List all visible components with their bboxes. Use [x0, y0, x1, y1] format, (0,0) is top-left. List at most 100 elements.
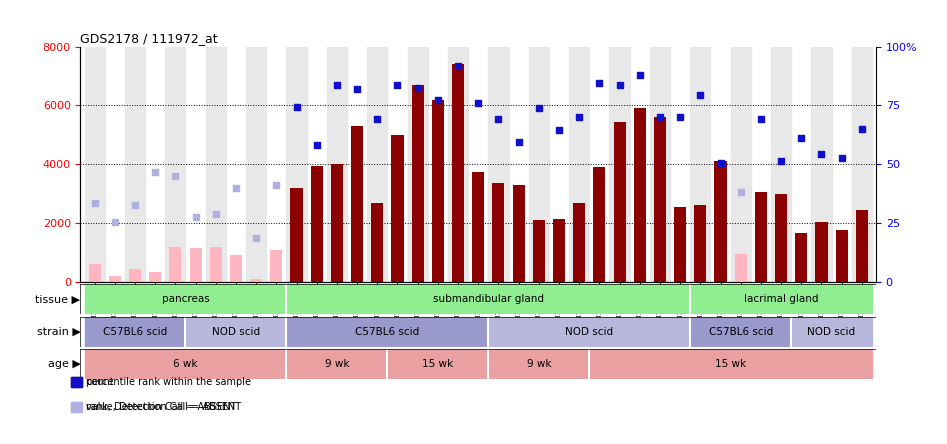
- Bar: [452, 64, 464, 282]
- Bar: [371, 202, 384, 282]
- Bar: [589, 349, 872, 379]
- Bar: [351, 126, 363, 282]
- Text: 6 wk: 6 wk: [173, 359, 198, 369]
- Point: [289, 103, 304, 111]
- Text: strain ▶: strain ▶: [37, 327, 80, 337]
- Text: C57BL6 scid: C57BL6 scid: [103, 327, 167, 337]
- Bar: [690, 47, 710, 282]
- Text: count: count: [86, 377, 114, 387]
- Bar: [270, 250, 282, 282]
- Bar: [553, 219, 565, 282]
- Bar: [230, 255, 242, 282]
- Bar: [291, 188, 303, 282]
- Point: [269, 181, 284, 188]
- Bar: [473, 172, 484, 282]
- Bar: [84, 284, 286, 314]
- Text: age ▶: age ▶: [47, 359, 80, 369]
- Bar: [594, 167, 605, 282]
- Point: [128, 202, 143, 209]
- Text: 15 wk: 15 wk: [422, 359, 454, 369]
- Text: value, Detection Call = ABSENT: value, Detection Call = ABSENT: [86, 402, 241, 412]
- Bar: [84, 317, 186, 347]
- Text: 15 wk: 15 wk: [715, 359, 746, 369]
- Bar: [327, 47, 347, 282]
- Bar: [205, 47, 226, 282]
- Text: GDS2178 / 111972_at: GDS2178 / 111972_at: [80, 32, 218, 45]
- Text: lacrimal gland: lacrimal gland: [743, 294, 818, 304]
- Bar: [735, 254, 747, 282]
- Point: [672, 114, 688, 121]
- Point: [87, 199, 102, 206]
- Text: rank, Detection Call = ABSENT: rank, Detection Call = ABSENT: [86, 402, 237, 412]
- Bar: [489, 317, 690, 347]
- Bar: [634, 108, 646, 282]
- Bar: [109, 276, 121, 282]
- Bar: [653, 117, 666, 282]
- Bar: [851, 47, 872, 282]
- Point: [612, 81, 627, 88]
- Bar: [129, 269, 141, 282]
- Bar: [432, 99, 444, 282]
- Bar: [730, 47, 751, 282]
- Bar: [84, 47, 105, 282]
- Bar: [286, 317, 489, 347]
- Bar: [512, 185, 525, 282]
- Point: [369, 115, 384, 122]
- Text: C57BL6 scid: C57BL6 scid: [355, 327, 420, 337]
- Bar: [209, 247, 222, 282]
- Bar: [528, 47, 549, 282]
- Bar: [690, 284, 872, 314]
- Bar: [286, 349, 387, 379]
- Bar: [533, 220, 545, 282]
- Bar: [775, 194, 787, 282]
- Point: [168, 173, 183, 180]
- Bar: [812, 47, 831, 282]
- Point: [813, 151, 829, 158]
- Point: [349, 86, 365, 93]
- Point: [107, 218, 122, 225]
- Bar: [489, 349, 589, 379]
- Bar: [694, 206, 706, 282]
- Bar: [166, 47, 186, 282]
- Point: [551, 127, 566, 134]
- Bar: [650, 47, 670, 282]
- Point: [228, 184, 243, 191]
- Point: [753, 115, 768, 122]
- Text: NOD scid: NOD scid: [565, 327, 614, 337]
- Bar: [569, 47, 589, 282]
- Bar: [448, 47, 468, 282]
- Point: [148, 168, 163, 175]
- Point: [652, 114, 668, 121]
- Point: [188, 214, 204, 221]
- Bar: [610, 47, 630, 282]
- Point: [511, 139, 527, 146]
- Point: [774, 158, 789, 165]
- Point: [410, 84, 425, 91]
- Text: pancreas: pancreas: [162, 294, 209, 304]
- Bar: [755, 192, 767, 282]
- Text: submandibular gland: submandibular gland: [433, 294, 544, 304]
- Bar: [189, 248, 202, 282]
- Bar: [573, 202, 585, 282]
- Bar: [795, 234, 808, 282]
- Bar: [387, 349, 489, 379]
- Point: [854, 126, 869, 133]
- Bar: [170, 247, 182, 282]
- Bar: [856, 210, 867, 282]
- Bar: [714, 161, 726, 282]
- Text: percentile rank within the sample: percentile rank within the sample: [86, 377, 251, 387]
- Point: [471, 99, 486, 106]
- Bar: [771, 47, 791, 282]
- Point: [208, 211, 223, 218]
- Point: [491, 115, 506, 122]
- Bar: [311, 166, 323, 282]
- Bar: [391, 135, 403, 282]
- Bar: [489, 47, 509, 282]
- Point: [794, 134, 809, 141]
- Point: [572, 114, 587, 121]
- Bar: [89, 264, 100, 282]
- Point: [633, 71, 648, 78]
- Text: C57BL6 scid: C57BL6 scid: [708, 327, 773, 337]
- Text: 9 wk: 9 wk: [325, 359, 349, 369]
- Point: [713, 159, 728, 166]
